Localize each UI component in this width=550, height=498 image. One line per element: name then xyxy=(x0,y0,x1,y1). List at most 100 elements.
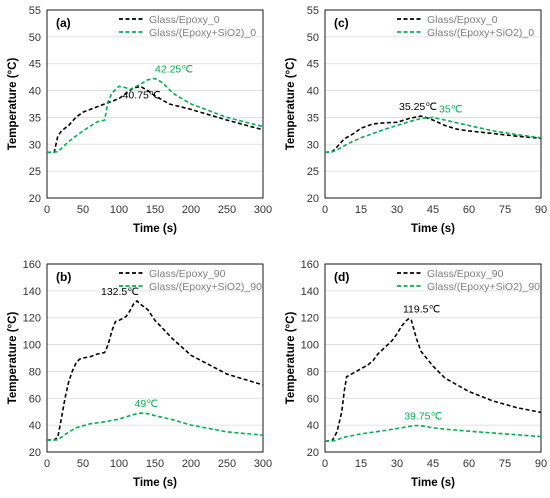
chart-0-x-tick-label: 100 xyxy=(110,204,128,216)
chart-1-y-tick-label: 55 xyxy=(307,5,319,17)
chart-1-y-axis-title: Temperature (°C) xyxy=(285,58,297,151)
chart-1-x-tick-label: 60 xyxy=(463,204,475,216)
chart-0-x-tick-label: 50 xyxy=(77,204,89,216)
chart-1-y-tick-label: 40 xyxy=(307,86,319,98)
chart-3-y-tick-label: 120 xyxy=(301,313,319,325)
chart-0-x-tick-label: 0 xyxy=(44,204,50,216)
chart-2-y-tick-label: 40 xyxy=(29,420,41,432)
chart-2: 20 40 60 80 100 120 140 160 0 50 100 150 200 250 300 Ti… xyxy=(7,259,272,489)
chart-2-y-tick-label: 160 xyxy=(23,259,41,271)
chart-1-series-0-line xyxy=(324,115,542,154)
chart-3-y-tick-label: 60 xyxy=(307,393,319,405)
chart-1-panel-label: (c) xyxy=(334,16,349,30)
chart-2-legend-label: Glass/Epoxy_90 xyxy=(149,268,226,280)
chart-2-annotation: 49℃ xyxy=(135,398,159,410)
chart-1-plot-frame xyxy=(324,9,542,199)
chart-0-y-tick-label: 25 xyxy=(29,166,41,178)
chart-3-y-tick-label: 100 xyxy=(301,340,319,352)
chart-2-y-tick-label: 140 xyxy=(23,286,41,298)
chart-2-x-tick-label: 100 xyxy=(110,458,128,470)
chart-1-x-tick-label: 15 xyxy=(355,204,367,216)
chart-3-x-tick-label: 60 xyxy=(463,458,475,470)
chart-3-annotation: 39.75℃ xyxy=(404,410,442,422)
chart-2-plot-frame xyxy=(46,263,264,453)
chart-3-y-tick-label: 140 xyxy=(301,286,319,298)
chart-1-annotation: 35℃ xyxy=(439,103,463,115)
chart-0-plot-frame xyxy=(46,9,264,199)
chart-2-series-1-line xyxy=(47,412,264,441)
chart-0-y-tick-label: 30 xyxy=(29,139,41,151)
chart-3-series-1-line xyxy=(324,424,542,443)
chart-2-y-tick-label: 100 xyxy=(23,340,41,352)
chart-1-y-tick-label: 20 xyxy=(307,193,319,205)
chart-0-y-tick-label: 20 xyxy=(29,193,41,205)
chart-2-legend-label: Glass/(Epoxy+SiO2)_90 xyxy=(149,281,262,293)
chart-2-x-tick-label: 150 xyxy=(146,458,164,470)
chart-3-x-tick-label: 45 xyxy=(427,458,439,470)
chart-0-y-tick-label: 35 xyxy=(29,112,41,124)
chart-1-x-tick-label: 90 xyxy=(535,204,547,216)
chart-2-y-tick-label: 20 xyxy=(29,447,41,459)
chart-2-y-tick-label: 60 xyxy=(29,393,41,405)
chart-0-annotation: 40.75℃ xyxy=(123,90,161,102)
chart-2-y-axis-title: Temperature (°C) xyxy=(7,312,19,405)
chart-0-annotation: 42.25℃ xyxy=(155,63,193,75)
chart-1-legend-label: Glass/Epoxy_0 xyxy=(427,14,498,26)
chart-1-x-tick-label: 75 xyxy=(499,204,511,216)
chart-3-y-axis-title: Temperature (°C) xyxy=(285,312,297,405)
chart-1-y-tick-label: 45 xyxy=(307,59,319,71)
chart-3-plot-frame xyxy=(324,263,542,453)
chart-1-y-tick-label: 35 xyxy=(307,112,319,124)
chart-3-x-tick-label: 0 xyxy=(322,458,328,470)
chart-3-annotation: 119.5℃ xyxy=(403,303,440,315)
chart-1-x-axis-title: Time (s) xyxy=(411,223,455,235)
chart-0-series-1-line xyxy=(46,77,264,154)
chart-0-legend-label: Glass/Epoxy_0 xyxy=(149,14,220,26)
chart-1-x-tick-label: 0 xyxy=(322,204,328,216)
chart-3-legend-label: Glass/(Epoxy+SiO2)_90 xyxy=(427,281,540,293)
chart-3-x-tick-label: 90 xyxy=(535,458,547,470)
chart-0-y-tick-label: 40 xyxy=(29,86,41,98)
chart-0-x-tick-label: 150 xyxy=(146,204,164,216)
chart-3-x-tick-label: 30 xyxy=(391,458,403,470)
chart-2-x-axis-title: Time (s) xyxy=(133,477,177,489)
chart-3-y-tick-label: 20 xyxy=(307,447,319,459)
chart-3-x-tick-label: 75 xyxy=(499,458,511,470)
chart-0-y-tick-label: 50 xyxy=(29,32,41,44)
chart-0-series-0-line xyxy=(47,85,264,154)
chart-3-panel-label: (d) xyxy=(334,270,349,284)
chart-2-y-tick-label: 120 xyxy=(23,313,41,325)
chart-2-x-tick-label: 0 xyxy=(44,458,50,470)
chart-0-x-tick-label: 250 xyxy=(218,204,236,216)
chart-3-x-tick-label: 15 xyxy=(355,458,367,470)
chart-0-y-tick-label: 45 xyxy=(29,59,41,71)
chart-0-x-tick-label: 200 xyxy=(182,204,200,216)
chart-0-panel-label: (a) xyxy=(56,16,71,30)
chart-0-x-axis-title: Time (s) xyxy=(133,223,177,235)
chart-2-annotation: 132.5℃ xyxy=(101,286,139,298)
chart-2-x-tick-label: 300 xyxy=(254,458,272,470)
chart-2-panel-label: (b) xyxy=(56,270,71,284)
chart-3-series-0-line xyxy=(324,317,542,443)
chart-3-x-axis-title: Time (s) xyxy=(411,477,455,489)
chart-1-x-tick-label: 30 xyxy=(391,204,403,216)
chart-0-y-tick-label: 55 xyxy=(29,5,41,17)
chart-3-legend-label: Glass/Epoxy_90 xyxy=(427,268,504,280)
chart-2-x-tick-label: 250 xyxy=(218,458,236,470)
chart-1-y-tick-label: 30 xyxy=(307,139,319,151)
chart-1-y-tick-label: 50 xyxy=(307,32,319,44)
chart-3: 20 40 60 80 100 120 140 160 0 15 30 45 60 75 90 Time (s… xyxy=(285,259,547,489)
chart-1-annotation: 35.25℃ xyxy=(399,101,437,113)
chart-1-x-tick-label: 45 xyxy=(427,204,439,216)
chart-2-series-0-line xyxy=(47,299,264,441)
chart-0: 20 25 30 35 40 45 50 55 0 50 100 150 200 250 300 Time (… xyxy=(7,5,272,235)
chart-2-x-tick-label: 50 xyxy=(77,458,89,470)
chart-0-x-tick-label: 300 xyxy=(254,204,272,216)
chart-3-y-tick-label: 80 xyxy=(307,366,319,378)
chart-1-y-tick-label: 25 xyxy=(307,166,319,178)
chart-3-y-tick-label: 160 xyxy=(301,259,319,271)
chart-2-y-tick-label: 80 xyxy=(29,366,41,378)
chart-3-y-tick-label: 40 xyxy=(307,420,319,432)
chart-0-legend-label: Glass/(Epoxy+SiO2)_0 xyxy=(149,27,256,39)
